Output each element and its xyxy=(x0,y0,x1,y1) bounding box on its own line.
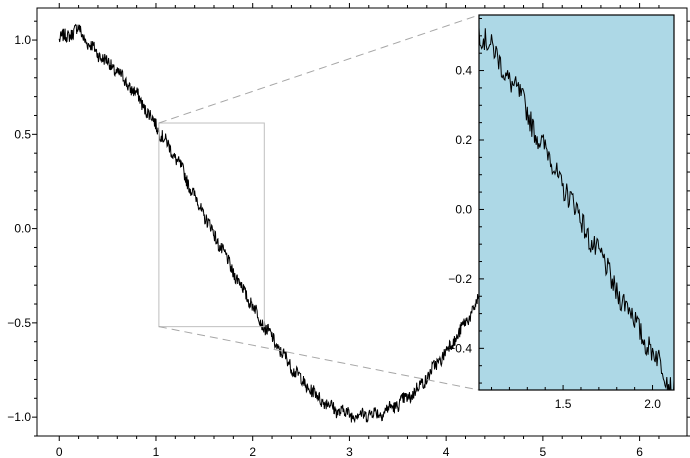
x-tick-label: 2 xyxy=(249,445,256,458)
x-tick-label: 3 xyxy=(346,445,353,458)
connector-line xyxy=(158,14,480,124)
y-tick-label: −0.5 xyxy=(7,316,31,330)
inset-y-tick-label: −0.2 xyxy=(448,272,472,286)
inset-x-tick-label: 1.5 xyxy=(555,397,572,411)
y-tick-label: −1.0 xyxy=(7,410,31,424)
connector-line xyxy=(158,326,480,391)
inset-x-tick-label: 2.0 xyxy=(644,397,661,411)
x-tick-label: 5 xyxy=(540,445,547,458)
y-tick-label: 1.0 xyxy=(14,33,31,47)
y-tick-label: 0.0 xyxy=(14,222,31,236)
main-tick-labels: 0 1 2 3 4 5 6 −1.0 −0.5 0.0 0.5 1.0 xyxy=(7,33,643,458)
inset-y-tick-label: 0.4 xyxy=(455,64,472,78)
inset-y-tick-label: 0.0 xyxy=(455,202,472,216)
x-tick-label: 0 xyxy=(56,445,63,458)
inset-y-tick-label: 0.2 xyxy=(455,133,472,147)
inset-y-tick-label: −0.4 xyxy=(448,341,472,355)
inset-series-line xyxy=(479,27,674,390)
inset-frame xyxy=(478,14,675,391)
zoom-box xyxy=(158,122,265,328)
y-tick-label: 0.5 xyxy=(14,127,31,141)
inset-axes: 1.5 2.0 −0.4 −0.2 0.0 0.2 0.4 xyxy=(448,14,675,411)
x-tick-label: 4 xyxy=(443,445,450,458)
main-frame xyxy=(36,7,688,437)
x-tick-label: 1 xyxy=(153,445,160,458)
zoom-indicator xyxy=(158,14,480,391)
x-tick-label: 6 xyxy=(636,445,643,458)
